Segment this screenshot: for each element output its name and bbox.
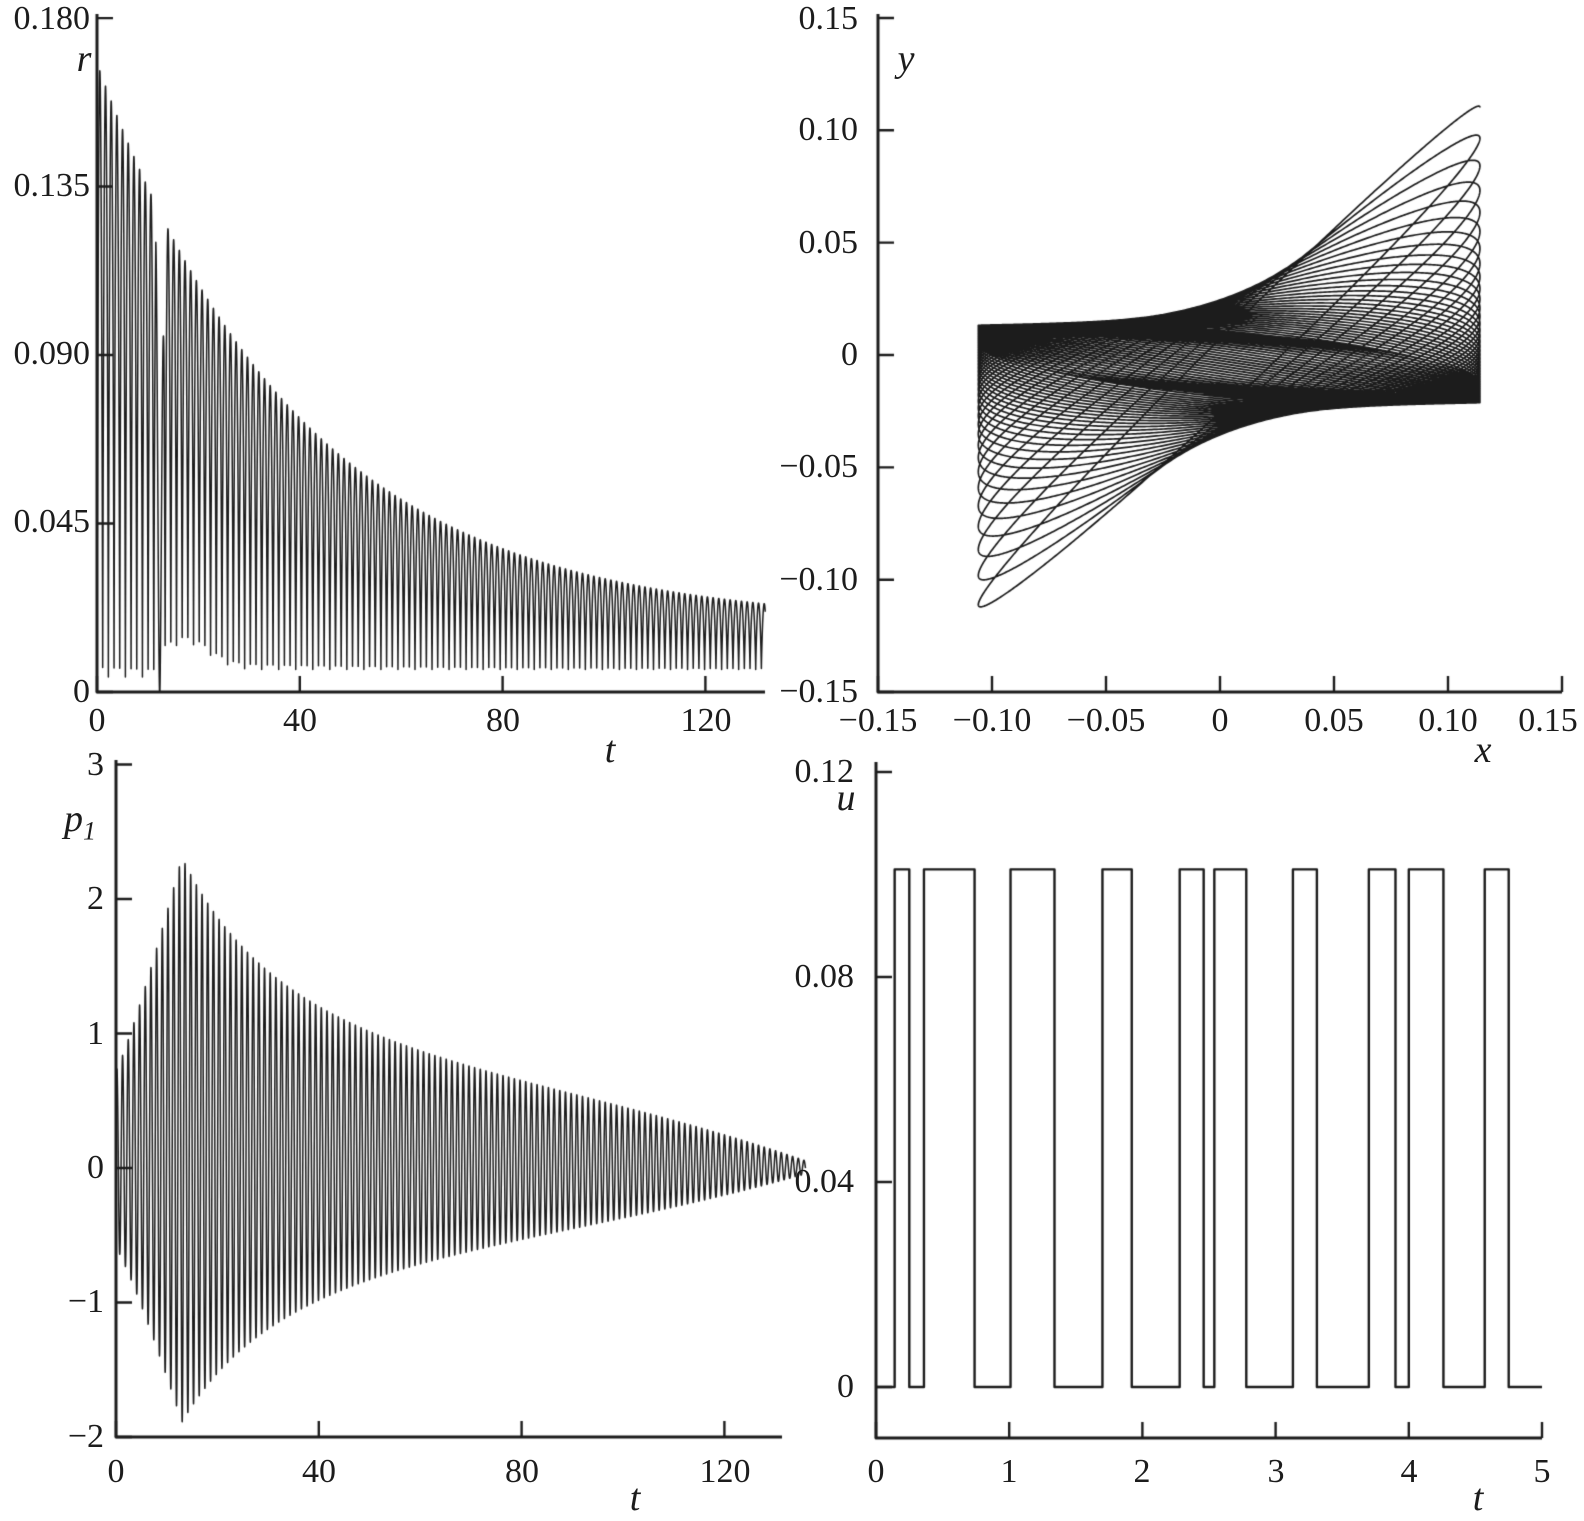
bl-xtick-2: 80 [505,1453,539,1490]
br-ylabel: u [836,777,856,819]
bl-ytick-0: 3 [87,746,104,783]
br-xtick-2: 2 [1133,1453,1151,1490]
tl-ytick-2: 0.090 [13,335,91,372]
bl-ytick-1: 2 [87,880,104,917]
tr-xlabel: x [1474,729,1492,771]
bl-xtick-3: 120 [699,1453,751,1490]
br-ytick-1: 0.08 [794,958,855,995]
br-xtick-4: 4 [1400,1453,1418,1490]
br-xtick-1: 1 [1000,1453,1018,1490]
tr-ytick-3: 0 [841,336,858,373]
br-xlabel: t [1472,1477,1484,1519]
tr-xtick-4: 0.05 [1304,702,1364,739]
tr-ytick-2: 0.05 [798,224,859,261]
bl-xtick-0: 0 [107,1453,125,1490]
tl-xtick-2: 80 [486,702,520,739]
br-ytick-0: 0.12 [794,753,855,790]
tl-ytick-3: 0.045 [13,503,91,540]
tr-ytick-1: 0.10 [798,111,859,148]
tl-ylabel: r [76,38,92,80]
tl-xtick-3: 120 [680,702,732,739]
bl-ytick-4: −1 [67,1283,104,1320]
tr-xtick-5: 0.10 [1418,702,1478,739]
tr-ytick-0: 0.15 [798,0,859,37]
tl-xlabel: t [604,729,616,771]
tl-xtick-0: 0 [88,702,106,739]
tl-ytick-1: 0.135 [13,167,91,204]
tl-ytick-0: 0.180 [13,0,91,37]
tr-ytick-4: −0.05 [779,448,858,485]
tr-xtick-0: −0.15 [838,702,918,739]
tl-xtick-1: 40 [283,702,317,739]
tr-xtick-3: 0 [1211,702,1229,739]
tr-xtick-6: 0.15 [1518,702,1578,739]
bl-ylabel-subscript: 1 [83,816,96,846]
br-xtick-0: 0 [867,1453,885,1490]
tr-xtick-2: −0.05 [1066,702,1146,739]
bl-ylabel: p1 [52,800,108,851]
bl-ytick-5: −2 [67,1418,104,1455]
bl-xlabel: t [629,1477,641,1519]
br-xtick-5: 5 [1533,1453,1551,1490]
tr-ytick-5: −0.10 [779,561,858,598]
br-xtick-3: 3 [1267,1453,1285,1490]
bl-ylabel-letter: p [64,798,83,840]
tr-xtick-1: −0.10 [952,702,1032,739]
br-ytick-2: 0.04 [794,1163,855,1200]
tl-ytick-4: 0 [73,673,90,710]
br-ytick-3: 0 [837,1368,854,1405]
bl-ytick-2: 1 [87,1015,104,1052]
tr-ylabel: y [897,38,915,80]
bl-ytick-3: 0 [87,1149,104,1186]
bl-xtick-1: 40 [302,1453,336,1490]
tr-ytick-6: −0.15 [779,673,858,710]
